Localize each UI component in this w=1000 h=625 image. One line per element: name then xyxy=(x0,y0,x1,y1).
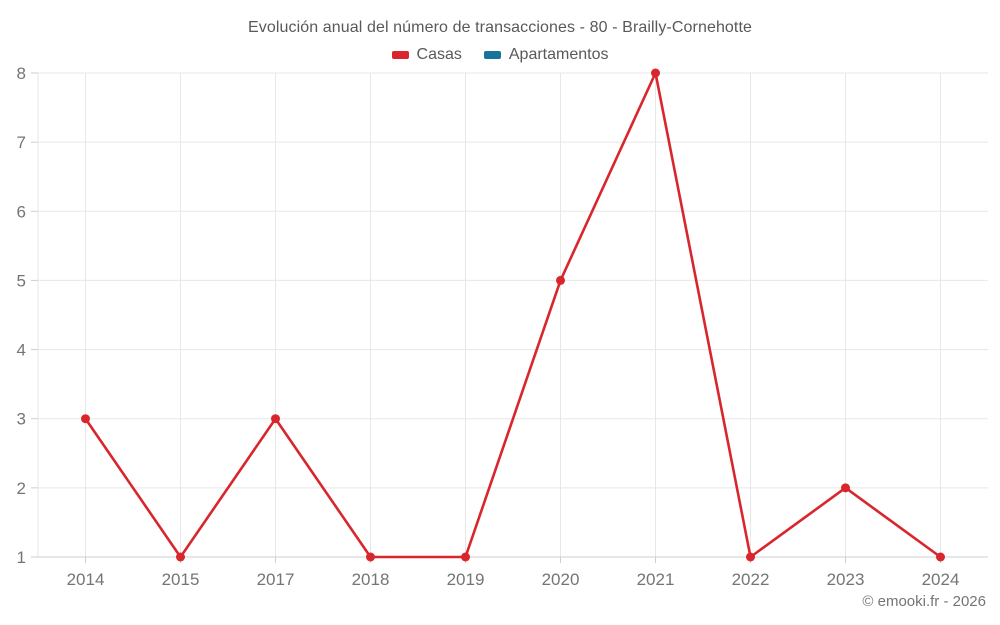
casas-line xyxy=(84,71,942,559)
x-axis-label: 2018 xyxy=(352,570,390,589)
x-axis-label: 2015 xyxy=(162,570,200,589)
y-axis-label: 7 xyxy=(17,133,26,152)
casas-data-point-2014[interactable] xyxy=(81,414,90,424)
x-axis-label: 2024 xyxy=(922,570,960,589)
casas-data-point-2022[interactable] xyxy=(746,552,755,562)
casas-legend-label: Casas xyxy=(416,46,462,63)
copyright-footer: © emooki.fr - 2026 xyxy=(862,593,986,610)
y-axis-label: 4 xyxy=(17,341,26,360)
casas-data-point-2017[interactable] xyxy=(271,414,280,424)
x-axis-label: 2020 xyxy=(542,570,580,589)
casas-data-point-2023[interactable] xyxy=(841,483,850,493)
x-axis-label: 2021 xyxy=(637,570,675,589)
casas-data-point-2015[interactable] xyxy=(176,552,185,562)
legend-item-casas[interactable]: Casas xyxy=(391,46,462,64)
casas-data-point-2018[interactable] xyxy=(366,552,375,562)
legend-item-apartamentos[interactable]: Apartamentos xyxy=(483,46,609,64)
y-axis-label: 1 xyxy=(17,548,26,567)
chart-title: Evolución anual del número de transaccio… xyxy=(247,19,753,36)
y-axis-label: 5 xyxy=(17,271,26,290)
y-axis-label: 3 xyxy=(17,410,26,429)
x-axis-label: 2014 xyxy=(67,570,105,589)
legend: Casas Apartamentos xyxy=(0,46,1000,64)
casas-legend-swatch-icon xyxy=(391,51,409,59)
x-axis-label: 2019 xyxy=(447,570,485,589)
x-axis-label: 2017 xyxy=(257,570,295,589)
casas-data-point-2024[interactable] xyxy=(936,552,945,562)
apartamentos-legend-label: Apartamentos xyxy=(508,46,609,63)
y-axis-label: 8 xyxy=(17,66,26,83)
casas-data-point-2019[interactable] xyxy=(461,552,470,562)
chart-svg: 1 2 3 4 5 6 7 8 2014 2015 2017 2018 2019 2020 2021 2022… xyxy=(17,66,988,589)
casas-data-point-2020[interactable] xyxy=(556,275,565,285)
y-axis-label: 6 xyxy=(17,202,26,221)
apartamentos-legend-swatch-icon xyxy=(483,51,501,59)
x-axis-label: 2023 xyxy=(827,570,865,589)
x-axis-label: 2022 xyxy=(732,570,770,589)
casas-data-point-2021[interactable] xyxy=(651,68,660,78)
y-axis-label: 2 xyxy=(17,479,26,498)
